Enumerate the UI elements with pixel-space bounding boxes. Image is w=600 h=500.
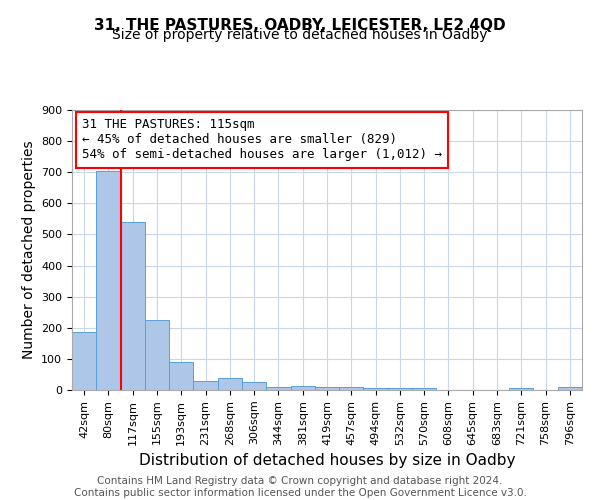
Bar xyxy=(388,388,412,390)
Bar xyxy=(412,388,436,390)
Bar xyxy=(72,332,96,390)
Bar xyxy=(364,388,388,390)
Bar xyxy=(339,387,364,390)
Text: Size of property relative to detached houses in Oadby: Size of property relative to detached ho… xyxy=(112,28,488,42)
Bar xyxy=(558,387,582,390)
Bar xyxy=(193,382,218,390)
Bar xyxy=(242,382,266,390)
X-axis label: Distribution of detached houses by size in Oadby: Distribution of detached houses by size … xyxy=(139,453,515,468)
Text: 31 THE PASTURES: 115sqm
← 45% of detached houses are smaller (829)
54% of semi-d: 31 THE PASTURES: 115sqm ← 45% of detache… xyxy=(82,118,442,162)
Text: Contains HM Land Registry data © Crown copyright and database right 2024.
Contai: Contains HM Land Registry data © Crown c… xyxy=(74,476,526,498)
Text: 31, THE PASTURES, OADBY, LEICESTER, LE2 4QD: 31, THE PASTURES, OADBY, LEICESTER, LE2 … xyxy=(94,18,506,32)
Bar xyxy=(96,170,121,390)
Bar xyxy=(169,362,193,390)
Bar xyxy=(509,388,533,390)
Bar xyxy=(290,386,315,390)
Bar xyxy=(315,387,339,390)
Y-axis label: Number of detached properties: Number of detached properties xyxy=(22,140,35,360)
Bar xyxy=(121,222,145,390)
Bar xyxy=(145,320,169,390)
Bar xyxy=(266,387,290,390)
Bar xyxy=(218,378,242,390)
